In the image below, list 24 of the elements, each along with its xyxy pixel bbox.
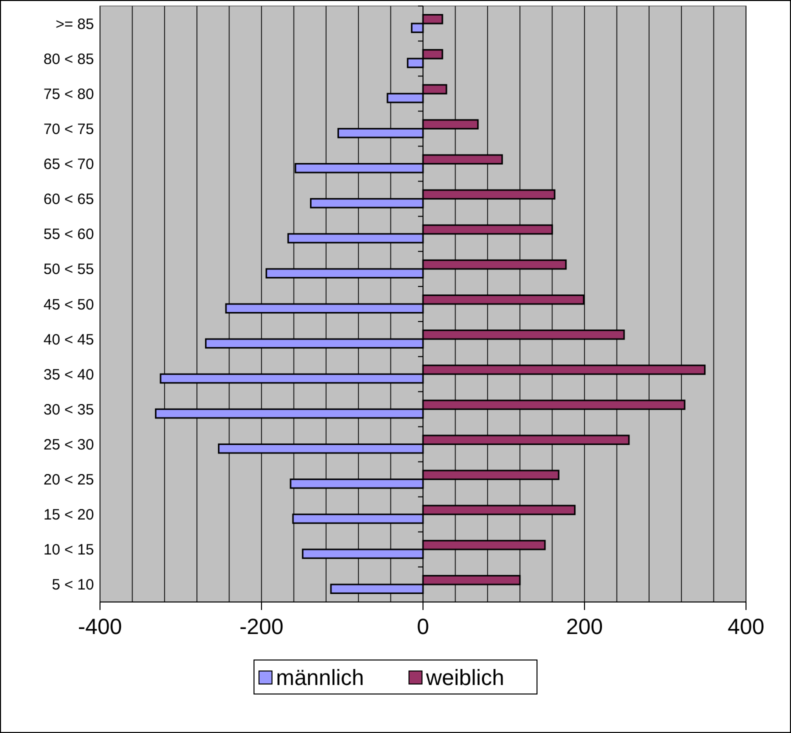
legend-label: weiblich (425, 665, 504, 690)
y-tick-label: 40 < 45 (44, 331, 94, 348)
y-tick-label: 65 < 70 (44, 156, 94, 174)
y-tick-label: 20 < 25 (44, 472, 94, 489)
y-tick-label: >= 85 (56, 16, 94, 33)
x-tick-label: 200 (566, 614, 603, 639)
legend-label: männlich (276, 665, 364, 690)
y-tick-label: 30 < 35 (44, 401, 94, 418)
y-tick-label: 60 < 65 (44, 191, 94, 208)
y-tick-label: 80 < 85 (44, 50, 94, 68)
y-tick-label: 10 < 15 (44, 542, 94, 559)
y-tick-label: 15 < 20 (44, 506, 94, 524)
x-tick-label: -400 (78, 614, 122, 639)
x-tick-label: 0 (416, 614, 430, 639)
y-tick-label: 35 < 40 (44, 366, 94, 384)
y-tick-label: 5 < 10 (52, 576, 94, 594)
y-tick-label: 75 < 80 (44, 86, 94, 103)
y-tick-label: 25 < 30 (44, 436, 94, 454)
y-tick-label: 70 < 75 (44, 120, 94, 138)
y-tick-label: 55 < 60 (44, 226, 94, 244)
y-tick-label: 50 < 55 (44, 261, 94, 278)
x-tick-label: 400 (728, 614, 764, 639)
y-tick-label: 45 < 50 (44, 296, 94, 314)
x-tick-label: -200 (239, 614, 284, 639)
